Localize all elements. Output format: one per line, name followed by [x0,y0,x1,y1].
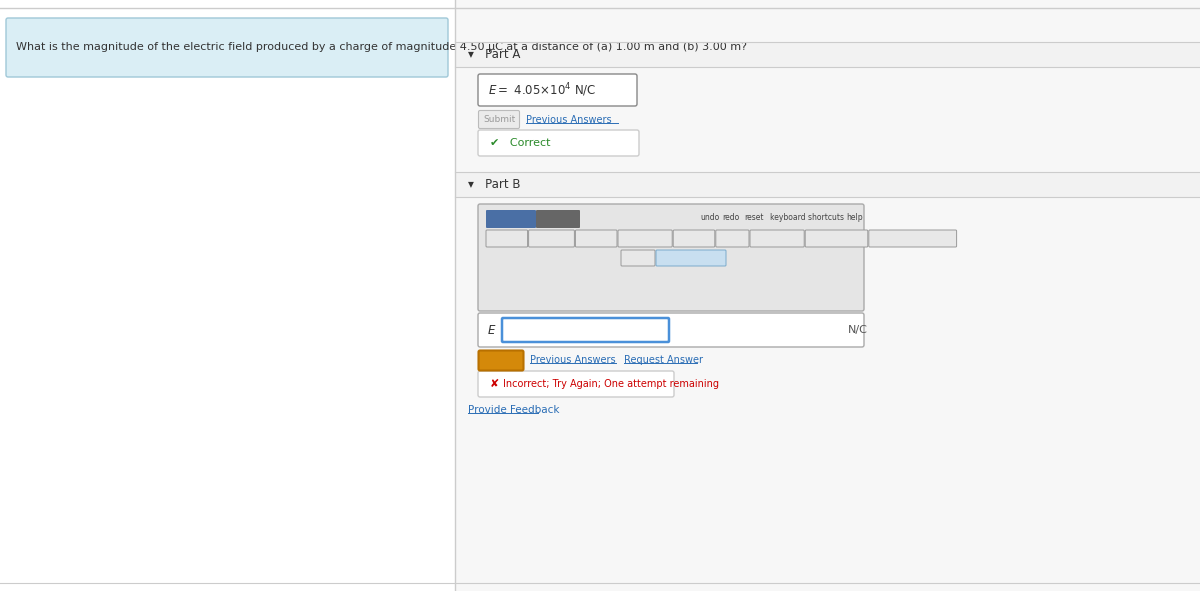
Text: keyboard shortcuts: keyboard shortcuts [770,213,845,222]
FancyBboxPatch shape [673,230,715,247]
Bar [455,172,1200,197]
Text: ▾   Part A: ▾ Part A [468,48,521,61]
Text: Incorrect; Try Again; One attempt remaining: Incorrect; Try Again; One attempt remain… [503,379,719,389]
FancyBboxPatch shape [805,230,868,247]
FancyBboxPatch shape [716,230,749,247]
Text: N/C: N/C [848,325,868,335]
FancyBboxPatch shape [502,318,670,342]
Text: reset: reset [744,213,764,222]
Text: absoluteValue: absoluteValue [815,236,859,241]
FancyBboxPatch shape [479,350,523,371]
FancyBboxPatch shape [656,250,726,266]
Bar [455,42,1200,67]
Bar [455,0,1200,591]
Text: Previous Answers: Previous Answers [530,355,616,365]
Text: Request Answer: Request Answer [624,355,703,365]
Text: square root: square root [626,236,664,241]
Text: undo: undo [700,213,719,222]
Text: vector: vector [722,236,743,241]
Text: Submit: Submit [481,355,521,365]
FancyBboxPatch shape [478,204,864,311]
Text: Templates: Templates [488,215,534,223]
Text: Provide Feedback: Provide Feedback [468,405,559,415]
Text: fraction: fraction [584,236,608,241]
Text: subscript: subscript [538,236,566,241]
Text: Close keyboard: Close keyboard [665,255,718,261]
Text: redo: redo [722,213,739,222]
FancyBboxPatch shape [622,250,655,266]
FancyBboxPatch shape [750,230,804,247]
FancyBboxPatch shape [869,230,956,247]
FancyBboxPatch shape [486,210,536,228]
Text: scientific notation: scientific notation [884,236,941,241]
FancyBboxPatch shape [486,230,528,247]
Text: nth root: nth root [682,236,707,241]
Text: ✔   Correct: ✔ Correct [490,138,551,148]
Text: help: help [846,213,863,222]
Text: ✘: ✘ [490,379,499,389]
Text: $E = \ 4.05{\times}10^4\ \mathrm{N/C}$: $E = \ 4.05{\times}10^4\ \mathrm{N/C}$ [488,81,596,99]
FancyBboxPatch shape [478,313,864,347]
Text: exponent: exponent [492,236,522,241]
Text: $1.35\ \bullet\ 10^5$: $1.35\ \bullet\ 10^5$ [510,322,586,338]
FancyBboxPatch shape [618,230,672,247]
Text: Symbols: Symbols [541,215,575,223]
Text: What is the magnitude of the electric field produced by a charge of magnitude 4.: What is the magnitude of the electric fi… [16,42,746,52]
FancyBboxPatch shape [536,210,580,228]
Text: $E\ =$: $E\ =$ [487,323,511,336]
Text: Submit: Submit [482,115,515,125]
FancyBboxPatch shape [529,230,575,247]
FancyBboxPatch shape [478,130,640,156]
Text: unit vector: unit vector [760,236,794,241]
FancyBboxPatch shape [478,74,637,106]
Text: Previous Answers: Previous Answers [526,115,612,125]
Text: ▾   Part B: ▾ Part B [468,178,521,191]
Text: delete: delete [628,255,649,261]
FancyBboxPatch shape [479,111,520,128]
FancyBboxPatch shape [478,371,674,397]
FancyBboxPatch shape [6,18,448,77]
FancyBboxPatch shape [576,230,617,247]
